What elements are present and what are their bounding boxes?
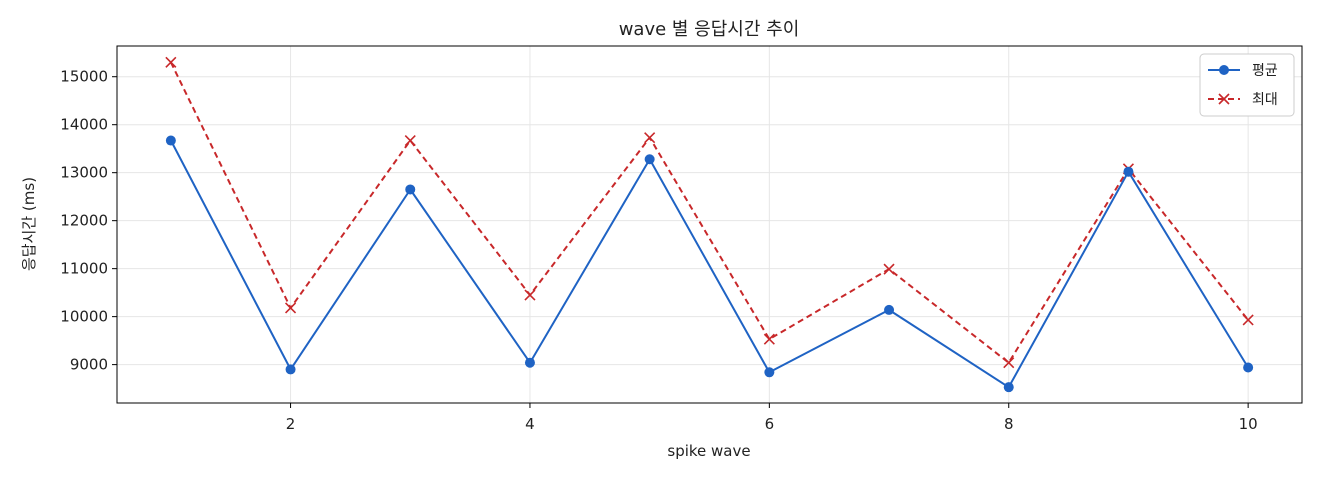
x-tick-label: 8: [1004, 415, 1014, 433]
data-point: [883, 263, 895, 275]
data-point: [884, 304, 895, 315]
chart-title: wave 별 응답시간 추이: [619, 19, 800, 40]
data-point: [1243, 362, 1254, 373]
x-tick-label: 10: [1239, 415, 1258, 433]
y-tick-label: 12000: [60, 212, 108, 230]
data-point: [1003, 357, 1015, 369]
x-axis-ticks: 2 4 6 8 10: [286, 403, 1258, 433]
data-point: [165, 135, 176, 146]
data-point: [764, 367, 775, 378]
data-point: [285, 364, 296, 375]
data-point: [165, 56, 177, 68]
y-axis-label: 응답시간 (ms): [20, 177, 38, 271]
data-point: [404, 134, 416, 147]
data-point: [1003, 382, 1014, 393]
data-point: [524, 357, 535, 368]
legend-marker-avg: [1219, 65, 1229, 75]
y-tick-label: 10000: [60, 308, 108, 326]
data-point: [763, 333, 775, 345]
x-tick-label: 4: [525, 415, 535, 433]
grid: [117, 46, 1302, 403]
series-layer: [165, 56, 1254, 393]
data-point: [1242, 314, 1254, 326]
legend-marker-max: [1218, 93, 1230, 105]
data-point: [405, 184, 416, 195]
y-tick-label: 11000: [60, 260, 108, 278]
data-point: [644, 132, 656, 144]
data-point: [644, 154, 655, 165]
x-tick-label: 2: [286, 415, 296, 433]
series-line: [170, 61, 1249, 364]
plot-frame: [116, 45, 1303, 404]
y-tick-label: 13000: [60, 164, 108, 182]
y-tick-label: 15000: [60, 68, 108, 86]
data-point: [524, 289, 536, 301]
y-tick-label: 9000: [70, 356, 108, 374]
legend-label-avg: 평균: [1252, 63, 1278, 79]
legend-box: [1199, 53, 1295, 117]
legend-label-max: 최대: [1252, 92, 1278, 108]
series-max: [165, 56, 1254, 369]
data-point: [1123, 166, 1134, 177]
series-line: [170, 140, 1249, 389]
y-axis-ticks: 9000 10000 11000 12000 13000 14000 15000: [60, 68, 117, 374]
x-tick-label: 6: [765, 415, 775, 433]
data-point: [284, 302, 297, 314]
x-axis-label: spike wave: [667, 442, 750, 460]
y-tick-label: 14000: [60, 116, 108, 134]
legend: 평균 최대: [1199, 53, 1295, 117]
series-avg: [165, 135, 1254, 393]
